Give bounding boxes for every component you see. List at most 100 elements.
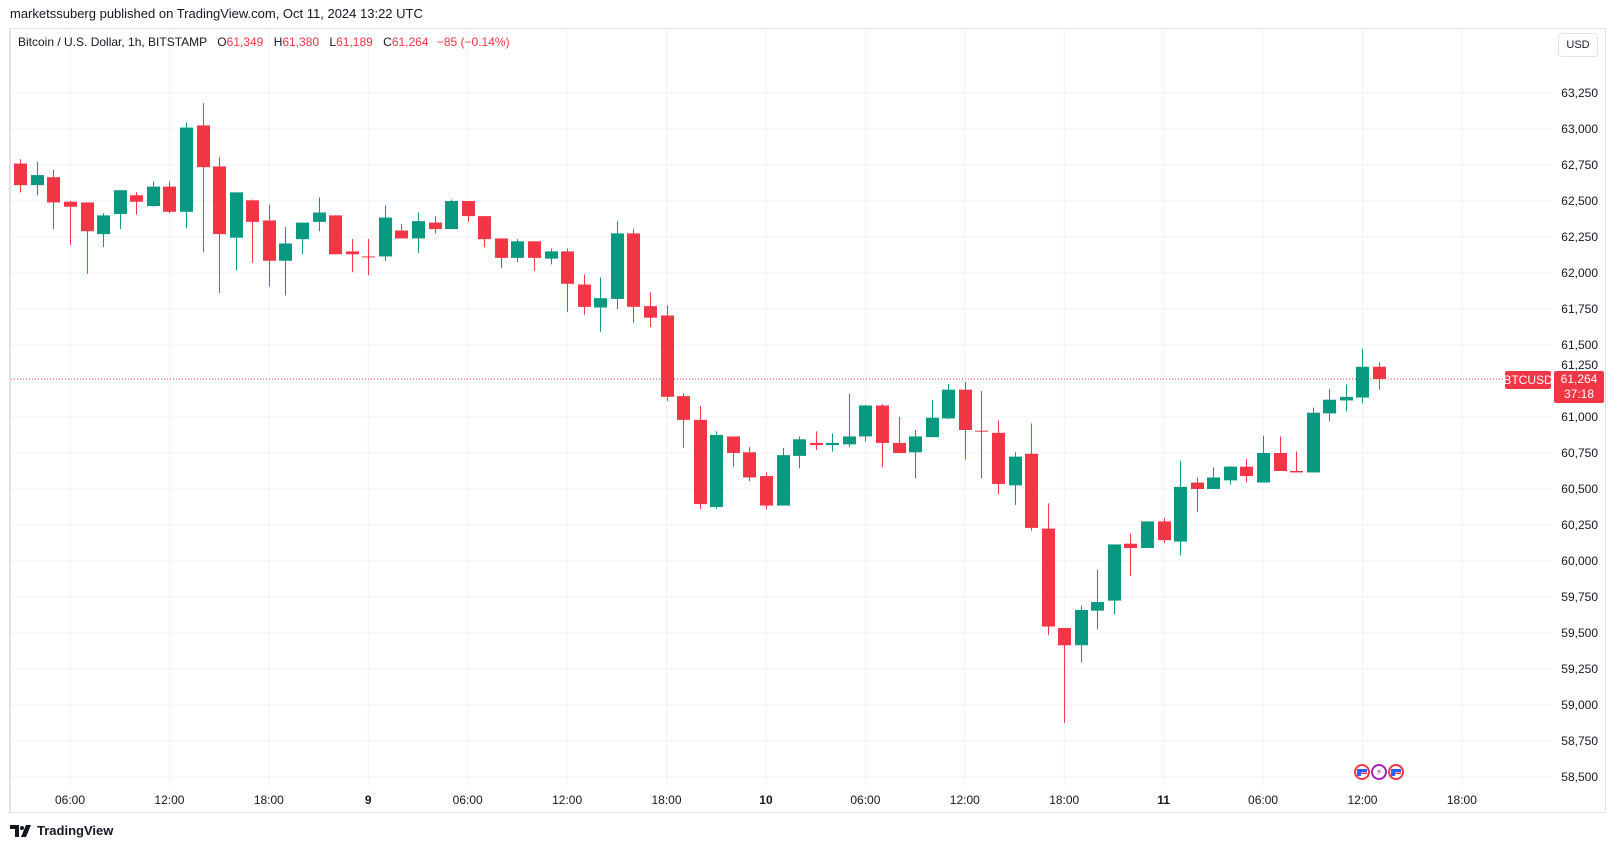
candle-up[interactable] (909, 429, 922, 479)
candle-up[interactable] (412, 212, 425, 253)
candle-down[interactable] (1025, 423, 1038, 531)
candle-down[interactable] (528, 241, 541, 271)
candle-down[interactable] (975, 391, 988, 479)
lightning-icon[interactable]: ⚡ (1371, 764, 1387, 780)
candle-down[interactable] (163, 181, 176, 214)
candle-body (1373, 366, 1386, 379)
candle-down[interactable] (1290, 451, 1303, 473)
candle-up[interactable] (296, 222, 309, 255)
candle-up[interactable] (926, 399, 939, 438)
candle-up[interactable] (1009, 452, 1022, 505)
candle-down[interactable] (81, 202, 94, 274)
time-axis[interactable]: 06:00 12:00 18:00 9 06:00 12:00 18:00 10 06:00 12… (55, 793, 1477, 807)
candle-up[interactable] (826, 433, 839, 452)
candle-up[interactable] (1323, 388, 1336, 422)
candle-up[interactable] (445, 199, 458, 230)
candle-body (180, 127, 193, 212)
candle-down[interactable] (1240, 458, 1253, 483)
candle-down[interactable] (1274, 436, 1287, 471)
currency-button[interactable]: USD (1558, 33, 1598, 57)
candle-up[interactable] (230, 192, 243, 271)
candle-up[interactable] (1257, 435, 1270, 483)
candle-up[interactable] (710, 431, 723, 510)
price-axis[interactable]: 63,250 63,000 62,750 62,500 62,250 62,000 61,7… (1561, 86, 1598, 784)
candle-down[interactable] (362, 239, 375, 276)
candle-down[interactable] (627, 229, 640, 323)
candle-up[interactable] (1307, 407, 1320, 473)
candle-up[interactable] (1356, 348, 1369, 404)
candle-down[interactable] (644, 292, 657, 327)
candle-up[interactable] (594, 277, 607, 333)
candle-up[interactable] (1075, 605, 1088, 663)
candle-up[interactable] (611, 221, 624, 309)
candle-up[interactable] (859, 404, 872, 442)
tradingview-logo[interactable]: TradingView (10, 823, 113, 838)
candle-down[interactable] (213, 157, 226, 294)
candle-down[interactable] (462, 201, 475, 222)
candle-up[interactable] (511, 239, 524, 263)
candle-down[interactable] (130, 192, 143, 215)
candle-down[interactable] (429, 216, 442, 234)
candle-down[interactable] (1042, 503, 1055, 636)
candle-down[interactable] (14, 159, 27, 193)
candle-body (163, 186, 176, 212)
candle-up[interactable] (1141, 521, 1154, 549)
symbol-title[interactable]: Bitcoin / U.S. Dollar, 1h, BITSTAMP (18, 35, 207, 49)
candle-up[interactable] (777, 447, 790, 506)
us-flag-icon[interactable] (1388, 764, 1404, 780)
candle-down[interactable] (992, 420, 1005, 495)
candle-up[interactable] (147, 181, 160, 207)
candle-up[interactable] (1108, 544, 1121, 615)
candle-down[interactable] (1191, 477, 1204, 513)
candle-up[interactable] (180, 122, 193, 229)
candle-up[interactable] (843, 393, 856, 448)
candle-up[interactable] (279, 226, 292, 296)
candle-down[interactable] (727, 436, 740, 467)
candle-down[interactable] (661, 305, 674, 402)
candle-up[interactable] (313, 197, 326, 232)
close-label: C (383, 35, 392, 49)
candle-down[interactable] (760, 472, 773, 510)
candle-down[interactable] (743, 447, 756, 482)
candle-down[interactable] (197, 103, 210, 253)
candle-down[interactable] (1124, 533, 1137, 577)
candle-up[interactable] (1340, 384, 1353, 412)
candle-down[interactable] (478, 216, 491, 248)
candle-up[interactable] (31, 162, 44, 196)
candle-body (296, 222, 309, 240)
candle-down[interactable] (495, 238, 508, 268)
candle-down[interactable] (578, 274, 591, 315)
candle-down[interactable] (893, 417, 906, 453)
candle-down[interactable] (810, 431, 823, 451)
candle-body (462, 201, 475, 217)
candle-down[interactable] (561, 248, 574, 312)
candle-up[interactable] (942, 383, 955, 420)
candle-up[interactable] (545, 248, 558, 265)
candle-up[interactable] (114, 190, 127, 230)
candle-up[interactable] (1174, 460, 1187, 556)
candle-up[interactable] (379, 205, 392, 261)
candle-down[interactable] (246, 199, 259, 263)
candle-up[interactable] (793, 436, 806, 469)
candle-up[interactable] (1207, 467, 1220, 489)
us-flag-icon[interactable] (1354, 764, 1370, 780)
candle-down[interactable] (694, 406, 707, 510)
candle-down[interactable] (47, 170, 60, 230)
candle-body (478, 216, 491, 240)
candle-body (279, 243, 292, 261)
candle-down[interactable] (876, 404, 889, 468)
candle-up[interactable] (97, 213, 110, 248)
candle-down[interactable] (1058, 627, 1071, 723)
candle-down[interactable] (959, 381, 972, 460)
candle-up[interactable] (1224, 465, 1237, 485)
candle-up[interactable] (1091, 569, 1104, 630)
candle-down[interactable] (1158, 517, 1171, 543)
candle-down[interactable] (329, 215, 342, 255)
candle-down[interactable] (677, 393, 690, 448)
candle-down[interactable] (263, 204, 276, 287)
candle-down[interactable] (1373, 362, 1386, 390)
candle-down[interactable] (395, 224, 408, 239)
candle-down[interactable] (346, 239, 359, 273)
candle-down[interactable] (64, 201, 77, 245)
